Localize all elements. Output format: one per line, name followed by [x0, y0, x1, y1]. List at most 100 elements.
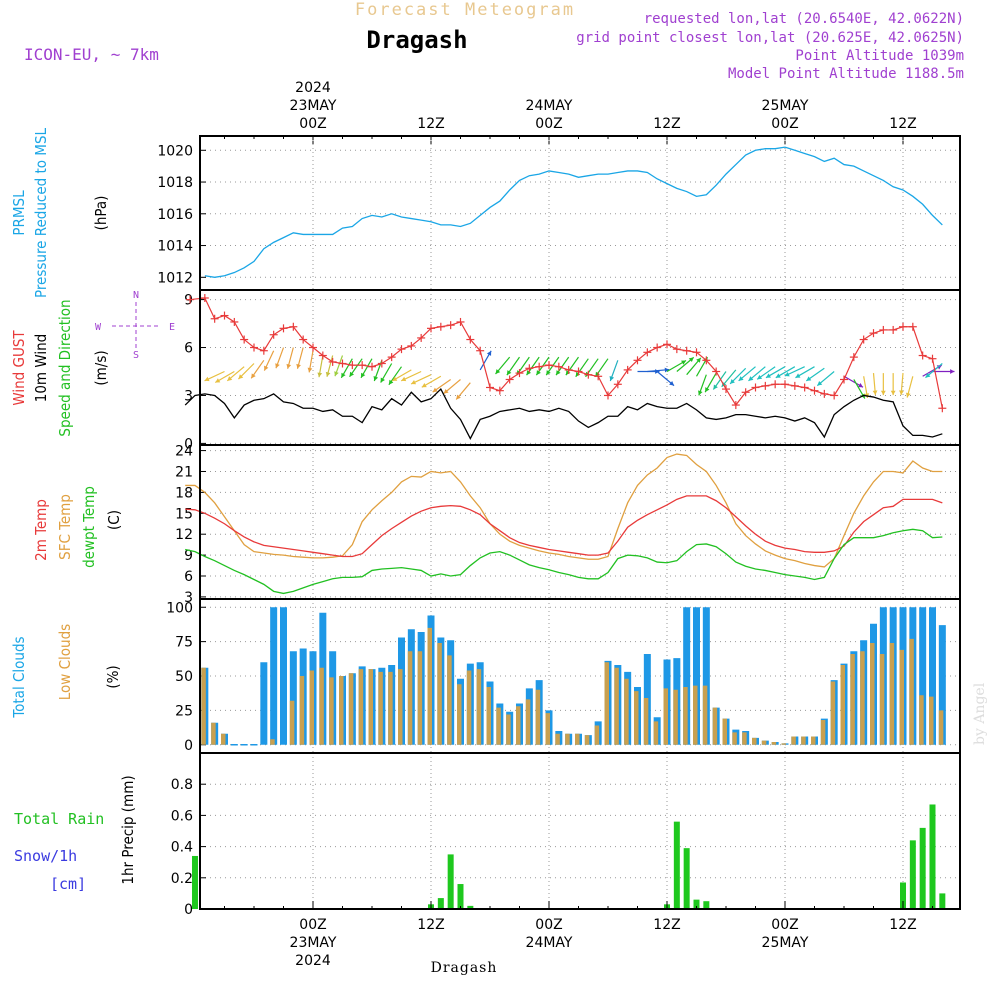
wind-arrow: [340, 358, 353, 379]
wind-ylabel-unit: (m/s): [92, 350, 110, 385]
wind-arrow: [698, 374, 707, 396]
low-cloud-bar: [339, 676, 344, 745]
gust-marker: [338, 359, 347, 368]
wind-arrow: [421, 375, 442, 388]
low-cloud-bar: [683, 687, 688, 745]
low-cloud-bar: [535, 689, 541, 745]
low-cloud-bar: [457, 684, 462, 745]
gust-marker: [495, 386, 504, 395]
gust-marker: [879, 325, 888, 334]
rain-bar: [900, 882, 906, 909]
bottom-time-label: 00Z: [771, 917, 798, 933]
wind-ylabel-gust: Wind GUST: [10, 330, 28, 406]
gust-marker: [505, 375, 514, 384]
gust-marker: [751, 383, 760, 392]
panel-frame: [199, 135, 961, 291]
wind-arrow: [905, 376, 914, 398]
pressure-ylabel-unit: (hPa): [92, 196, 110, 231]
low-cloud-bar: [870, 643, 875, 745]
low-cloud-bar: [388, 671, 393, 745]
requested-coords: requested lon,lat (20.6540E, 42.0622N): [644, 11, 964, 27]
wind-arrow: [349, 358, 363, 378]
ytick-label: 75: [175, 635, 193, 651]
clouds-ylabel: Total Clouds Low Clouds (%): [10, 624, 122, 719]
gust-marker: [889, 325, 898, 334]
credit-watermark: by Angel: [972, 682, 988, 745]
low-cloud-bar: [594, 725, 600, 745]
top-time-label: 12Z: [889, 116, 916, 132]
gust-marker: [545, 361, 553, 370]
precip-ylabel-unit: 1hr Precip (mm): [119, 775, 137, 884]
gust-marker: [810, 386, 819, 395]
gust-marker: [672, 345, 681, 354]
bottom-time-label: 00Z: [535, 917, 562, 933]
total-cloud-bar: [260, 662, 268, 745]
low-cloud-bar: [634, 691, 639, 745]
wind-arrow: [816, 371, 835, 387]
gust-marker: [692, 348, 701, 357]
total-cloud-bar: [929, 607, 936, 745]
bottom-time-axis: 00Z 23MAY 2024 12Z 00Z 24MAY 12Z 00Z 25MAY 12Z: [224, 901, 933, 969]
rain-bar: [939, 893, 946, 909]
gust-marker: [250, 343, 258, 352]
gust-marker: [859, 335, 868, 344]
total-cloud-bar: [919, 607, 927, 745]
clouds-ylabel-unit: (%): [104, 665, 122, 688]
wind-arrow: [880, 373, 886, 396]
gust-marker: [574, 367, 583, 376]
pressure-ylabel-line2: Pressure Reduced to MSL: [32, 127, 50, 298]
wind-arrow: [360, 358, 373, 379]
low-cloud-bar: [929, 696, 934, 745]
gust-marker: [186, 295, 195, 304]
bottom-time-label: 12Z: [417, 917, 444, 933]
temp-2m-line: [185, 495, 943, 558]
low-cloud-bar: [407, 651, 413, 745]
ytick-label: 25: [175, 703, 193, 719]
low-cloud-bar: [702, 685, 708, 745]
compass-e: E: [169, 322, 175, 333]
wind-arrow: [899, 373, 904, 396]
wind-arrow: [756, 366, 776, 380]
point-altitude: Point Altitude 1039m: [795, 48, 964, 64]
wind-arrow: [729, 367, 747, 385]
low-cloud-bar: [820, 720, 826, 745]
gust-marker: [456, 317, 465, 326]
grid-point-coords: grid point closest lon,lat (20.625E, 42.…: [576, 30, 964, 46]
gust-marker: [358, 361, 367, 370]
gust-marker: [240, 335, 249, 344]
top-time-label: 25MAY: [762, 98, 809, 114]
pressure-ylabel: PRMSL Pressure Reduced to MSL (hPa): [10, 127, 110, 298]
low-cloud-bar: [368, 669, 373, 745]
gust-marker: [741, 388, 750, 397]
wind-panel: 0 3 6 9: [184, 290, 960, 452]
gust-marker: [761, 381, 770, 390]
wind-arrow: [647, 367, 670, 373]
low-cloud-bar: [830, 681, 836, 745]
rain-bar: [437, 898, 444, 909]
gust-marker: [535, 362, 544, 371]
low-cloud-bar: [801, 736, 806, 745]
total-cloud-bar: [270, 607, 278, 745]
low-cloud-bar: [761, 740, 767, 745]
gust-marker: [663, 340, 671, 349]
precip-snow-label: Snow/1h: [14, 847, 77, 865]
low-cloud-bar: [663, 688, 668, 745]
top-time-label: 23MAY: [290, 98, 337, 114]
gust-marker: [554, 362, 563, 371]
wind-arrow: [890, 373, 896, 396]
low-cloud-bar: [781, 743, 786, 745]
compass-s: S: [133, 350, 139, 361]
low-cloud-bar: [506, 714, 511, 745]
gust-marker: [368, 362, 376, 371]
wind-arrow: [526, 356, 540, 376]
low-cloud-bar: [584, 735, 590, 745]
gust-marker: [397, 345, 406, 354]
gust-marker: [840, 375, 848, 384]
gust-marker: [594, 372, 603, 381]
wind-arrow: [666, 359, 687, 373]
gust-marker: [289, 322, 298, 331]
bottom-time-label: 12Z: [653, 917, 680, 933]
rain-bar: [673, 821, 680, 909]
wind-arrow: [765, 366, 786, 379]
